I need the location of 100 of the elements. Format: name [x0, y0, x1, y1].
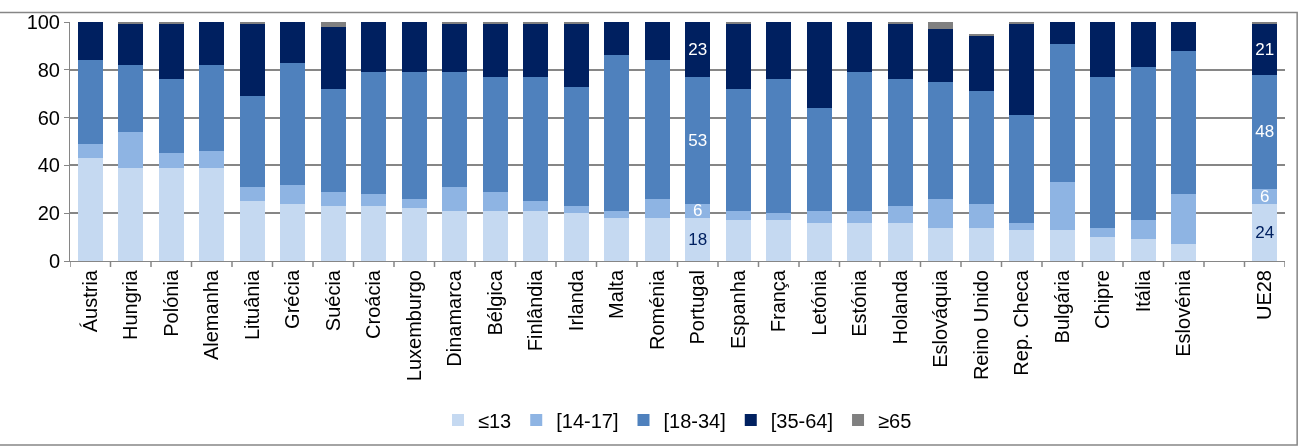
x-tick-label: UE28: [1253, 270, 1276, 321]
bar: [199, 167, 225, 261]
bar: [1252, 203, 1278, 261]
x-tick-label: Letónia: [807, 269, 830, 336]
bar: [847, 210, 873, 223]
x-tick-label: França: [767, 269, 790, 333]
bar: [280, 22, 306, 63]
bar: [604, 217, 630, 261]
bar: [1009, 24, 1035, 116]
bar: [928, 29, 954, 82]
bar: [320, 22, 346, 27]
bar: [199, 151, 225, 168]
bar: [199, 65, 225, 152]
bar: [766, 213, 792, 221]
bar: [968, 36, 994, 92]
bar: [482, 24, 508, 77]
bar: [644, 198, 670, 218]
x-tick-label: Luxemburgo: [402, 270, 425, 382]
x-tick-label: Croácia: [362, 269, 385, 339]
bar: [1090, 76, 1116, 228]
bar: [1252, 24, 1278, 75]
data-label: 48: [1255, 122, 1275, 142]
bar: [766, 79, 792, 214]
y-tick-label: 80: [37, 58, 60, 81]
x-tick-label: Polónia: [159, 269, 182, 337]
bar: [401, 22, 427, 73]
x-tick-label: Suécia: [321, 269, 344, 332]
x-tick-label: Eslováquia: [929, 269, 952, 368]
bar: [1009, 229, 1035, 261]
bar: [887, 79, 913, 207]
data-label: 53: [688, 130, 708, 150]
x-tick-label: Irlanda: [564, 269, 587, 332]
bar: [847, 222, 873, 261]
bar: [280, 184, 306, 204]
bar: [239, 96, 265, 187]
x-tick-label: Chipre: [1091, 270, 1114, 329]
bar: [563, 206, 589, 214]
data-label: 6: [1260, 186, 1270, 206]
y-tick-label: 0: [48, 250, 60, 272]
bar: [1049, 182, 1075, 230]
bar: [482, 210, 508, 261]
bar: [1171, 244, 1197, 261]
bar: [928, 227, 954, 261]
bar: [766, 220, 792, 261]
x-tick-label: Dinamarca: [443, 269, 466, 367]
bar: [442, 24, 468, 73]
bar: [725, 88, 751, 211]
data-label: 23: [688, 39, 708, 59]
bar: [199, 22, 225, 66]
bar: [523, 201, 549, 211]
y-tick-label: 100: [26, 11, 60, 33]
bar: [482, 76, 508, 192]
bar: [442, 186, 468, 211]
bar: [320, 88, 346, 192]
bar: [928, 81, 954, 199]
bar: [320, 191, 346, 207]
bar: [847, 72, 873, 211]
x-tick-label: Roménia: [645, 269, 668, 351]
bar: [887, 222, 913, 261]
x-tick-label: Portugal: [686, 270, 709, 345]
bar: [401, 72, 427, 199]
bar: [928, 22, 954, 30]
x-tick-label: Lituânia: [240, 269, 263, 341]
bar: [361, 72, 387, 195]
bar: [604, 22, 630, 56]
bar: [1009, 222, 1035, 230]
bar: [361, 22, 387, 73]
bar: [1049, 22, 1075, 44]
bar: [968, 203, 994, 228]
legend-label: [14-17]: [556, 409, 619, 432]
bar: [118, 65, 144, 132]
bar: [239, 186, 265, 202]
bar: [806, 222, 832, 261]
bar: [604, 55, 630, 211]
bar: [77, 22, 103, 61]
bar: [725, 24, 751, 89]
x-tick-label: Áustria: [78, 269, 101, 333]
bar: [280, 62, 306, 185]
x-tick-label: Holanda: [888, 269, 911, 345]
bar: [158, 153, 184, 168]
data-label: 18: [688, 229, 708, 249]
x-tick-label: Grécia: [281, 269, 304, 329]
y-tick-label: 20: [37, 202, 60, 225]
x-tick-label: Eslovénia: [1172, 269, 1195, 357]
bar: [523, 24, 549, 77]
bar: [806, 210, 832, 223]
bar: [644, 22, 670, 61]
bar: [77, 158, 103, 261]
y-tick-label: 40: [37, 154, 60, 177]
bar: [77, 60, 103, 144]
bar: [401, 208, 427, 261]
bar: [361, 194, 387, 207]
y-tick-label: 60: [37, 106, 60, 129]
bar: [644, 217, 670, 261]
data-label: 24: [1255, 222, 1275, 242]
bar: [1049, 229, 1075, 261]
bar: [887, 24, 913, 80]
bar: [806, 22, 832, 109]
bar: [1130, 239, 1156, 261]
bar: [1171, 194, 1197, 245]
